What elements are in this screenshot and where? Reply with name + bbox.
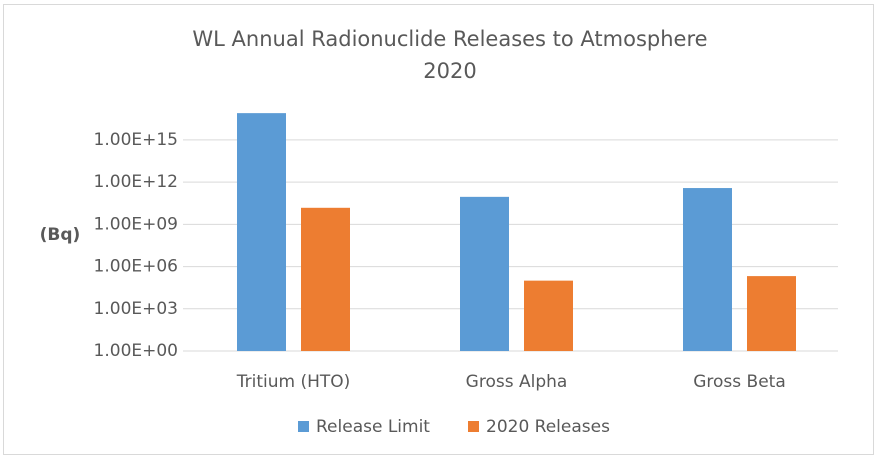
bar: [683, 188, 732, 351]
y-tick-label: 1.00E+15: [94, 130, 178, 150]
y-tick-label: 1.00E+03: [94, 299, 178, 319]
x-tick-label: Gross Alpha: [466, 372, 568, 392]
bar: [747, 276, 796, 351]
y-axis-label: (Bq): [40, 225, 81, 245]
chart-title: WL Annual Radionuclide Releases to Atmos…: [192, 27, 707, 51]
y-tick-label: 1.00E+12: [94, 172, 178, 192]
legend-label: Release Limit: [316, 417, 430, 437]
bar: [301, 207, 350, 351]
chart-title: 2020: [423, 59, 476, 83]
x-tick-label: Gross Beta: [693, 372, 786, 392]
bar: [237, 113, 286, 352]
x-tick-label: Tritium (HTO): [236, 372, 351, 392]
legend-label: 2020 Releases: [486, 417, 610, 437]
bar: [460, 196, 509, 351]
y-tick-label: 1.00E+06: [94, 257, 178, 277]
bar: [524, 280, 573, 351]
y-tick-label: 1.00E+00: [94, 341, 178, 361]
legend-swatch: [298, 421, 309, 432]
y-tick-label: 1.00E+09: [94, 214, 178, 234]
legend-swatch: [468, 421, 479, 432]
